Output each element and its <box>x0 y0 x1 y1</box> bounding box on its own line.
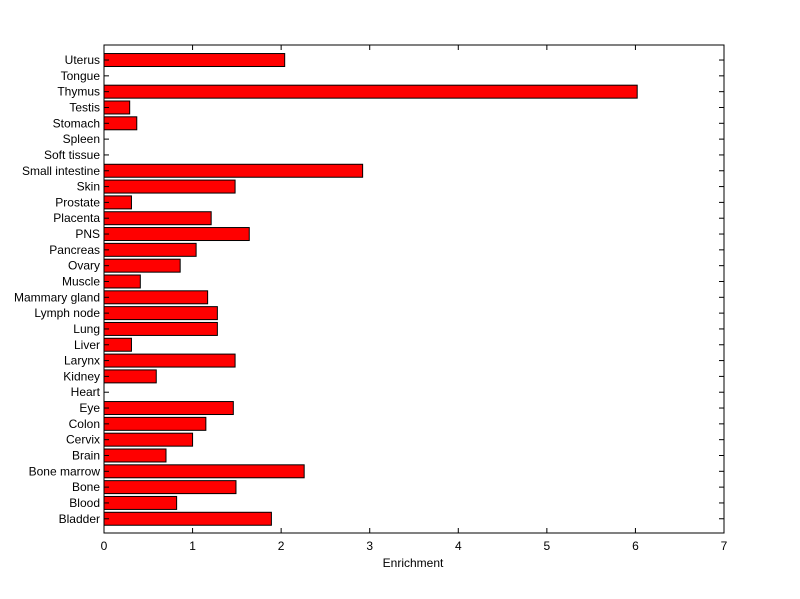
bar-small-intestine <box>103 163 364 178</box>
bar-bladder <box>103 511 272 526</box>
bar-cervix <box>103 432 194 447</box>
bar-mammary-gland <box>103 290 209 305</box>
bar-brain <box>103 448 167 463</box>
y-tick-label-soft-tissue: Soft tissue <box>44 148 100 162</box>
x-tick-label-4: 4 <box>455 539 462 553</box>
y-tick-label-small-intestine: Small intestine <box>22 164 100 178</box>
y-tick-label-liver: Liver <box>74 338 100 352</box>
y-tick-label-placenta: Placenta <box>53 211 100 225</box>
x-tick-label-2: 2 <box>278 539 285 553</box>
y-tick-label-lymph-node: Lymph node <box>34 306 100 320</box>
y-tick-label-prostate: Prostate <box>55 195 100 209</box>
bar-bone <box>103 480 237 495</box>
bar-lymph-node <box>103 306 218 321</box>
bar-pancreas <box>103 242 197 257</box>
bar-blood <box>103 495 178 510</box>
y-tick-label-bladder: Bladder <box>59 512 100 526</box>
bar-lung <box>103 321 218 336</box>
y-tick-label-mammary-gland: Mammary gland <box>14 290 100 304</box>
bar-eye <box>103 401 234 416</box>
plot-frame <box>103 44 725 534</box>
y-tick-label-muscle: Muscle <box>62 274 100 288</box>
y-tick-label-brain: Brain <box>72 448 100 462</box>
y-tick-label-skin: Skin <box>77 180 100 194</box>
bar-colon <box>103 416 207 431</box>
bar-kidney <box>103 369 157 384</box>
y-tick-label-heart: Heart <box>71 385 101 399</box>
y-tick-label-pns: PNS <box>75 227 100 241</box>
bar-bone-marrow <box>103 464 305 479</box>
x-axis-label: Enrichment <box>383 556 444 570</box>
y-tick-label-blood: Blood <box>69 496 100 510</box>
y-tick-label-pancreas: Pancreas <box>49 243 100 257</box>
bar-uterus <box>103 53 286 68</box>
bar-muscle <box>103 274 141 289</box>
bar-placenta <box>103 211 212 226</box>
y-tick-label-cervix: Cervix <box>66 433 100 447</box>
x-tick-label-6: 6 <box>632 539 639 553</box>
x-tick-label-0: 0 <box>101 539 108 553</box>
y-tick-label-lung: Lung <box>73 322 100 336</box>
x-tick-label-3: 3 <box>366 539 373 553</box>
y-tick-label-colon: Colon <box>69 417 100 431</box>
bar-larynx <box>103 353 236 368</box>
y-tick-label-thymus: Thymus <box>57 85 100 99</box>
y-tick-label-spleen: Spleen <box>63 132 100 146</box>
y-tick-label-stomach: Stomach <box>53 116 100 130</box>
x-tick-label-7: 7 <box>721 539 728 553</box>
bar-thymus <box>103 84 638 99</box>
ticks-layer <box>103 45 725 533</box>
y-tick-label-eye: Eye <box>79 401 100 415</box>
y-tick-label-uterus: Uterus <box>65 53 100 67</box>
bar-ovary <box>103 258 181 273</box>
y-tick-label-kidney: Kidney <box>63 369 100 383</box>
y-tick-label-larynx: Larynx <box>64 354 100 368</box>
bar-skin <box>103 179 236 194</box>
y-tick-label-ovary: Ovary <box>68 259 100 273</box>
bar-pns <box>103 227 250 242</box>
y-tick-label-testis: Testis <box>69 100 100 114</box>
x-tick-label-1: 1 <box>189 539 196 553</box>
y-tick-label-bone: Bone <box>72 480 100 494</box>
y-tick-label-tongue: Tongue <box>61 69 101 83</box>
x-tick-label-5: 5 <box>544 539 551 553</box>
bars-layer <box>103 53 638 526</box>
y-tick-label-bone-marrow: Bone marrow <box>29 464 101 478</box>
